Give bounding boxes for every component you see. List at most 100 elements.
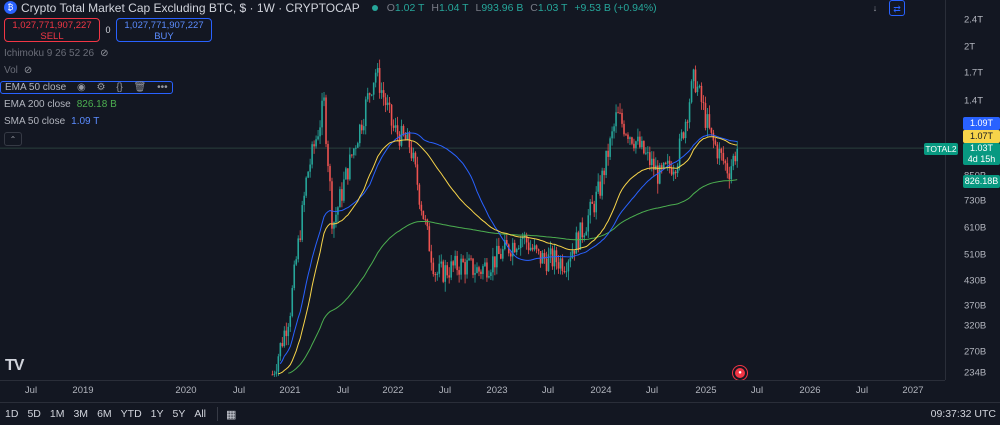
time-tick: 2019 [72, 385, 94, 396]
candle-body [496, 245, 498, 268]
candle-body [575, 232, 578, 254]
symbol-title-row[interactable]: ₿ Crypto Total Market Cap Excluding BTC,… [4, 0, 661, 15]
price-tick: 234B [964, 367, 987, 379]
timeframe-button[interactable]: 1D [5, 408, 19, 420]
candle-body [327, 143, 329, 167]
more-icon[interactable]: ••• [157, 82, 168, 93]
auto-scale-icon[interactable]: ⇄ [889, 0, 905, 16]
candle-body [573, 250, 576, 254]
candle-body [549, 248, 552, 255]
utc-clock[interactable]: 09:37:32 UTC [930, 408, 996, 420]
candle-body [414, 152, 417, 165]
timeframe-button[interactable]: 6M [97, 408, 112, 420]
indicator-ema200-label: EMA 200 close [4, 99, 71, 110]
candle-body [285, 330, 288, 337]
trash-icon[interactable]: 🗑 [133, 82, 147, 93]
collapse-legend-button[interactable]: ⌃ [4, 132, 22, 146]
candle-body [672, 171, 675, 175]
indicator-ema50[interactable]: EMA 50 close ◉ ⚙ {} 🗑 ••• [0, 79, 661, 96]
candle-body [462, 258, 464, 263]
candle-body [637, 136, 639, 142]
candle-body [436, 273, 439, 275]
candle-body [323, 97, 325, 101]
candle-body [428, 226, 431, 252]
timeframe-button[interactable]: 5Y [172, 408, 186, 420]
candle-body [347, 168, 349, 180]
price-chart[interactable] [0, 0, 945, 380]
candle-body [460, 258, 462, 275]
ema200-price-tag: 826.18B [963, 175, 1000, 188]
timeframe-button[interactable]: 1Y [150, 408, 164, 420]
time-tick: 2021 [279, 385, 301, 396]
candle-body [293, 264, 296, 289]
eye-hidden-icon[interactable]: ⊘ [100, 48, 109, 59]
eye-hidden-icon[interactable]: ⊘ [23, 65, 33, 76]
candle-body [382, 90, 385, 98]
candle-body [676, 165, 679, 174]
eye-icon[interactable]: ◉ [76, 82, 86, 93]
candle-body [454, 255, 456, 266]
candle-body [521, 237, 524, 239]
buy-price: 1,027,771,907,227 [124, 20, 204, 31]
time-tick: 2027 [902, 385, 924, 396]
candle-body [535, 245, 538, 250]
time-tick: Jul [336, 385, 350, 396]
candle-body [601, 170, 603, 196]
candle-body [509, 253, 512, 257]
candle-body [617, 112, 619, 114]
candle-body [704, 103, 707, 128]
candle-body [331, 181, 333, 229]
candle-body [553, 250, 556, 267]
candle-body [392, 125, 395, 128]
source-code-icon[interactable]: {} [116, 82, 123, 93]
candle-body [398, 134, 401, 146]
symbol-title[interactable]: Crypto Total Market Cap Excluding BTC, $… [21, 0, 360, 15]
timeframe-button[interactable]: 5D [27, 408, 41, 420]
timeframe-list: 1D 5D 1M 3M 6M YTD 1Y 5Y All [5, 408, 215, 420]
candle-body [680, 132, 683, 139]
indicator-sma50[interactable]: SMA 50 close 1.09 T [4, 113, 661, 130]
news-flag-icon[interactable]: ● [733, 366, 747, 380]
candle-body [315, 139, 317, 147]
bottom-toolbar: 1D 5D 1M 3M 6M YTD 1Y 5Y All ▦ 09:37:32 UTC [0, 402, 1000, 425]
time-axis[interactable]: Jul 2019 2020 Jul 2021 Jul 2022 Jul 2023 Jul 2024 J… [0, 380, 945, 402]
chart-pane[interactable]: ₿ Crypto Total Market Cap Excluding BTC,… [0, 0, 945, 380]
time-tick: 2022 [382, 385, 404, 396]
candle-body [641, 140, 643, 148]
settings-icon[interactable]: ⚙ [96, 82, 106, 93]
candle-body [360, 124, 363, 131]
candle-body [311, 144, 313, 165]
indicator-ema50-selected[interactable]: EMA 50 close ◉ ⚙ {} 🗑 ••• [0, 81, 173, 94]
buy-button[interactable]: 1,027,771,907,227 BUY [116, 18, 212, 42]
candle-body [488, 276, 490, 278]
chart-legend: ₿ Crypto Total Market Cap Excluding BTC,… [0, 0, 661, 146]
candle-body [633, 143, 635, 149]
candle-body [492, 256, 494, 273]
candle-body [444, 265, 447, 282]
candle-body [434, 274, 437, 276]
price-scale[interactable]: 2.4T2T1.7T1.4T1.2T850B730B610B510B430B37… [945, 0, 1000, 380]
candle-body [692, 69, 695, 82]
tradingview-logo[interactable]: TV [5, 357, 24, 374]
close-label: C [530, 1, 538, 14]
candle-body [378, 68, 381, 93]
candle-body [291, 288, 294, 316]
candle-body [329, 166, 331, 182]
sell-button[interactable]: 1,027,771,907,227 SELL [4, 18, 100, 42]
candle-body [635, 141, 637, 149]
timeframe-button[interactable]: 3M [73, 408, 89, 420]
indicator-ema200[interactable]: EMA 200 close 826.18 B [4, 96, 661, 113]
timeframe-button[interactable]: All [194, 408, 207, 420]
indicator-volume[interactable]: Vol ⊘ [4, 62, 661, 79]
timeframe-button[interactable]: 1M [49, 408, 65, 420]
candle-body [529, 247, 532, 251]
candle-body [384, 97, 387, 106]
indicator-ichimoku[interactable]: Ichimoku 9 26 52 26 ⊘ [4, 45, 661, 62]
arrow-down-icon[interactable]: ↓ [872, 3, 878, 13]
candle-body [466, 260, 468, 275]
calendar-range-icon[interactable]: ▦ [226, 408, 237, 421]
candle-body [446, 265, 448, 276]
timeframe-button[interactable]: YTD [120, 408, 142, 420]
candle-body [472, 258, 474, 275]
candle-body [486, 262, 488, 278]
